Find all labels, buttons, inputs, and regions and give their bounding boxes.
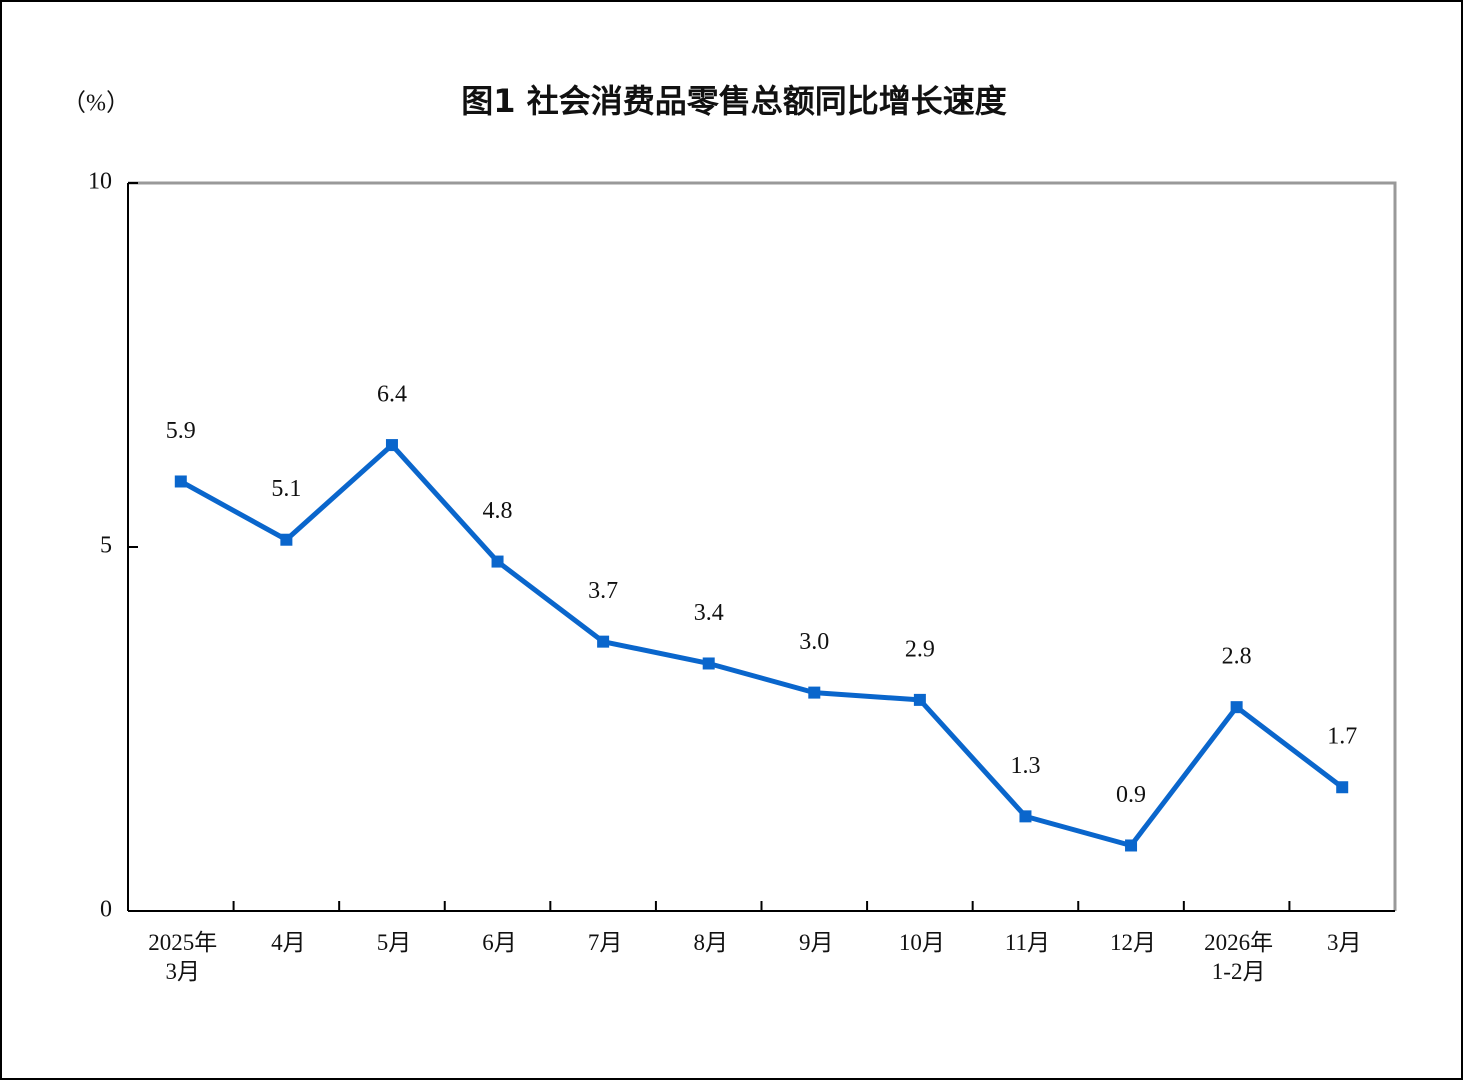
data-label: 1.7 [1327, 724, 1357, 750]
data-point [491, 555, 504, 568]
data-label: 1.3 [1010, 753, 1040, 779]
data-label: 5.1 [271, 476, 301, 502]
x-tick-label: 2026年 1-2月 [1204, 930, 1274, 984]
chart-title: 图1 社会消费品零售总额同比增长速度 [461, 82, 1006, 120]
x-tick-label: 9月 [799, 930, 834, 955]
x-tick-label: 10月 [898, 930, 945, 955]
x-tick-label: 11月 [1004, 930, 1051, 955]
x-tick-label: 4月 [271, 930, 306, 955]
data-point [1336, 781, 1349, 794]
data-label: 3.4 [694, 600, 724, 626]
y-axis-unit: （%） [62, 91, 130, 117]
y-tick-label: 5 [100, 533, 112, 559]
data-label: 6.4 [377, 382, 407, 408]
x-tick-label: 3月 [1326, 930, 1362, 955]
data-point [280, 533, 293, 546]
x-tick-label: 2025年 3月 [148, 930, 218, 984]
data-point [1230, 701, 1243, 714]
x-tick-label: 6月 [482, 930, 517, 955]
data-label: 0.9 [1116, 782, 1146, 808]
data-point [597, 635, 610, 648]
data-label: 2.9 [905, 636, 935, 662]
data-label: 4.8 [483, 498, 513, 524]
data-point [1125, 839, 1138, 852]
data-point [1019, 810, 1032, 823]
data-point [913, 693, 926, 706]
x-tick-label: 12月 [1110, 930, 1157, 955]
x-tick-label: 5月 [376, 930, 412, 955]
data-label: 5.9 [166, 418, 196, 444]
y-tick-label: 10 [88, 169, 112, 195]
data-label: 2.8 [1222, 644, 1252, 670]
data-label: 3.0 [799, 629, 829, 655]
x-tick-label: 8月 [693, 930, 728, 955]
data-point [385, 439, 398, 452]
data-line [179, 442, 1344, 848]
data-point [174, 475, 187, 488]
data-label: 3.7 [588, 578, 618, 604]
y-tick-label: 0 [100, 897, 112, 923]
data-point [808, 686, 821, 699]
x-tick-label: 7月 [587, 930, 623, 955]
plot-frame [128, 181, 1397, 911]
data-point [702, 657, 715, 670]
